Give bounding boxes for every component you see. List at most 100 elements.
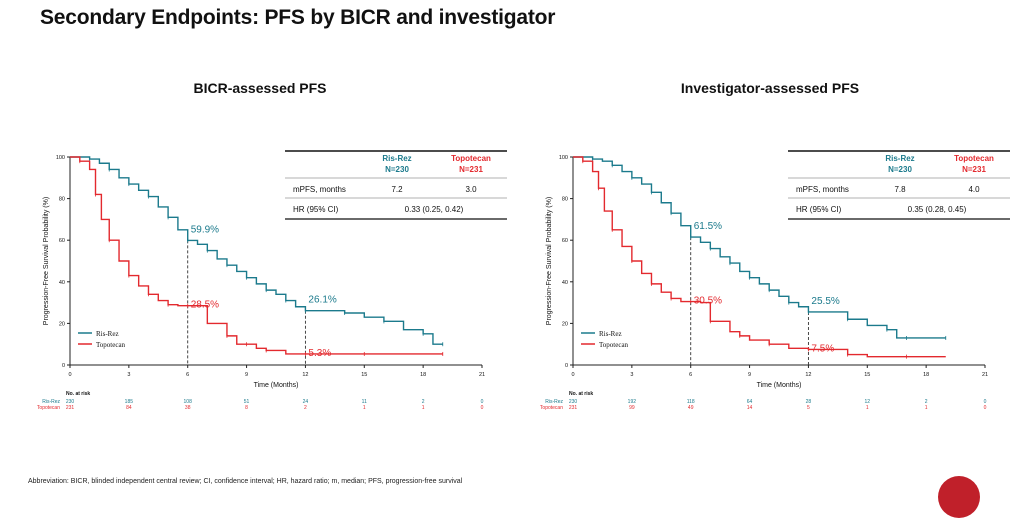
table-cell-topotecan: 4.0 xyxy=(968,185,980,194)
landmark-annotation: 25.5% xyxy=(811,296,839,307)
at-risk-value: 230 xyxy=(569,399,578,405)
x-tick-label: 6 xyxy=(186,372,189,378)
legend-label: Ris-Rez xyxy=(599,330,622,338)
series-line-ris-rez xyxy=(573,156,946,339)
y-tick-label: 80 xyxy=(59,197,65,203)
x-tick-label: 0 xyxy=(571,372,574,378)
table-header-risrez-n: N=230 xyxy=(385,165,409,174)
y-tick-label: 40 xyxy=(59,280,65,286)
at-risk-value: 231 xyxy=(66,405,75,411)
series-line-topotecan xyxy=(573,156,946,358)
table-header-topotecan-n: N=231 xyxy=(459,165,483,174)
at-risk-value: 0 xyxy=(984,399,987,405)
legend-label: Ris-Rez xyxy=(96,330,119,338)
y-tick-label: 60 xyxy=(59,238,65,244)
y-tick-label: 80 xyxy=(562,197,568,203)
at-risk-value: 11 xyxy=(362,399,367,405)
table-row-label: mPFS, months xyxy=(293,185,346,194)
at-risk-label: Topotecan xyxy=(540,405,563,411)
series-line-topotecan xyxy=(70,156,443,355)
x-tick-label: 15 xyxy=(864,372,870,378)
table-cell-risrez: 7.2 xyxy=(391,185,403,194)
at-risk-label: Topotecan xyxy=(37,405,60,411)
x-tick-label: 3 xyxy=(127,372,130,378)
at-risk-value: 49 xyxy=(688,405,694,411)
at-risk-value: 1 xyxy=(422,405,425,411)
x-tick-label: 18 xyxy=(923,372,929,378)
y-tick-label: 100 xyxy=(559,155,568,161)
y-tick-label: 60 xyxy=(562,238,568,244)
at-risk-value: 64 xyxy=(747,399,753,405)
at-risk-label: Ris-Rez xyxy=(42,399,60,405)
at-risk-value: 2 xyxy=(304,405,307,411)
slide-title: Secondary Endpoints: PFS by BICR and inv… xyxy=(40,6,556,29)
at-risk-value: 192 xyxy=(628,399,637,405)
table-cell-topotecan: 3.0 xyxy=(465,185,477,194)
at-risk-title: No. at risk xyxy=(66,391,90,397)
table-row-label: HR (95% CI) xyxy=(293,205,339,214)
table-header-topotecan: Topotecan xyxy=(451,154,491,163)
landmark-annotation: 30.5% xyxy=(694,296,722,307)
y-tick-label: 20 xyxy=(562,321,568,327)
at-risk-value: 230 xyxy=(66,399,75,405)
x-tick-label: 12 xyxy=(302,372,308,378)
x-tick-label: 9 xyxy=(748,372,751,378)
landmark-annotation: 59.9% xyxy=(191,224,219,235)
landmark-annotation: 28.5% xyxy=(191,300,219,311)
at-risk-value: 231 xyxy=(569,405,578,411)
x-tick-label: 0 xyxy=(68,372,71,378)
series-line-ris-rez xyxy=(70,156,443,345)
landmark-annotation: 7.5% xyxy=(811,343,834,354)
at-risk-value: 38 xyxy=(185,405,191,411)
x-tick-label: 21 xyxy=(982,372,988,378)
x-tick-label: 15 xyxy=(361,372,367,378)
y-axis-label: Progression-Free Survival Probability (%… xyxy=(43,197,50,325)
at-risk-value: 99 xyxy=(629,405,635,411)
table-cell-risrez: 7.8 xyxy=(894,185,906,194)
at-risk-value: 84 xyxy=(126,405,132,411)
x-axis-label: Time (Months) xyxy=(757,382,802,389)
table-header-risrez: Ris-Rez xyxy=(382,154,411,163)
x-tick-label: 21 xyxy=(479,372,485,378)
at-risk-value: 108 xyxy=(184,399,193,405)
at-risk-value: 5 xyxy=(807,405,810,411)
landmark-annotation: 26.1% xyxy=(308,295,336,306)
at-risk-value: 28 xyxy=(806,399,812,405)
at-risk-value: 1 xyxy=(925,405,928,411)
corner-badge xyxy=(938,476,980,518)
y-tick-label: 100 xyxy=(56,155,65,161)
at-risk-value: 1 xyxy=(363,405,366,411)
at-risk-title: No. at risk xyxy=(569,391,593,397)
y-tick-label: 0 xyxy=(565,363,568,369)
x-tick-label: 6 xyxy=(689,372,692,378)
at-risk-value: 0 xyxy=(481,405,484,411)
x-tick-label: 18 xyxy=(420,372,426,378)
table-header-risrez-n: N=230 xyxy=(888,165,912,174)
y-axis-label: Progression-Free Survival Probability (%… xyxy=(546,197,553,325)
table-row-label: HR (95% CI) xyxy=(796,205,842,214)
x-tick-label: 9 xyxy=(245,372,248,378)
at-risk-value: 24 xyxy=(303,399,309,405)
at-risk-value: 1 xyxy=(866,405,869,411)
y-tick-label: 40 xyxy=(562,280,568,286)
at-risk-value: 185 xyxy=(125,399,134,405)
at-risk-value: 2 xyxy=(925,399,928,405)
at-risk-value: 0 xyxy=(481,399,484,405)
at-risk-value: 0 xyxy=(984,405,987,411)
table-cell-hr: 0.35 (0.28, 0.45) xyxy=(908,205,967,214)
at-risk-value: 8 xyxy=(245,405,248,411)
x-tick-label: 3 xyxy=(630,372,633,378)
table-header-topotecan: Topotecan xyxy=(954,154,994,163)
table-header-risrez: Ris-Rez xyxy=(885,154,914,163)
table-row-label: mPFS, months xyxy=(796,185,849,194)
at-risk-value: 118 xyxy=(687,399,695,405)
landmark-annotation: 61.5% xyxy=(694,221,722,232)
at-risk-value: 2 xyxy=(422,399,425,405)
footnote: Abbreviation: BICR, blinded independent … xyxy=(28,478,463,485)
table-cell-hr: 0.33 (0.25, 0.42) xyxy=(405,205,464,214)
landmark-annotation: 5.3% xyxy=(308,348,331,359)
at-risk-value: 12 xyxy=(865,399,871,405)
y-tick-label: 0 xyxy=(62,363,65,369)
at-risk-label: Ris-Rez xyxy=(545,399,563,405)
table-header-topotecan-n: N=231 xyxy=(962,165,986,174)
